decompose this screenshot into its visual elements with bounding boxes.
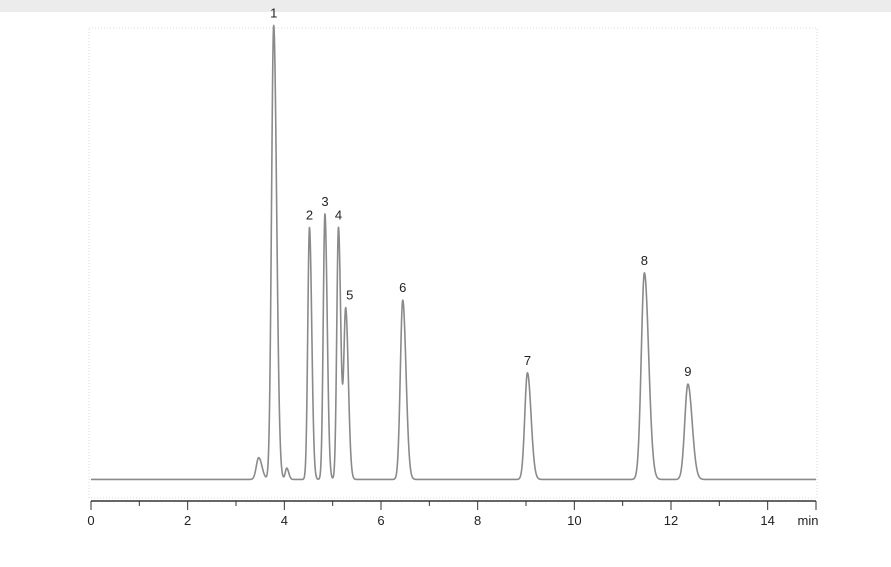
top-bar <box>0 0 891 12</box>
x-tick-label: 8 <box>474 513 481 528</box>
trace-layer <box>90 24 817 481</box>
peak-label-2: 2 <box>306 207 313 222</box>
peak-label-3: 3 <box>321 194 328 209</box>
peak-labels: 1 234 5 6 7 8 9 <box>270 5 691 379</box>
x-tick-label: 4 <box>281 513 288 528</box>
x-unit-label: min <box>798 513 819 528</box>
x-tick-label: 10 <box>567 513 581 528</box>
peak-label-1: 1 <box>270 5 277 20</box>
x-tick-label: 2 <box>184 513 191 528</box>
x-tick-label: 12 <box>664 513 678 528</box>
peak-label-8: 8 <box>641 253 648 268</box>
chromatogram-trace <box>90 24 817 481</box>
x-tick-label: 0 <box>87 513 94 528</box>
x-axis: 0 2 4 6 8 10 12 14 min <box>87 500 819 528</box>
peak-label-5: 5 <box>346 288 353 303</box>
plot-frame <box>88 27 818 499</box>
x-tick-label: 14 <box>760 513 774 528</box>
peak-label-6: 6 <box>399 280 406 295</box>
x-tick-label: 6 <box>377 513 384 528</box>
peak-label-4: 4 <box>335 207 342 222</box>
peak-label-9: 9 <box>684 364 691 379</box>
peak-label-7: 7 <box>524 353 531 368</box>
